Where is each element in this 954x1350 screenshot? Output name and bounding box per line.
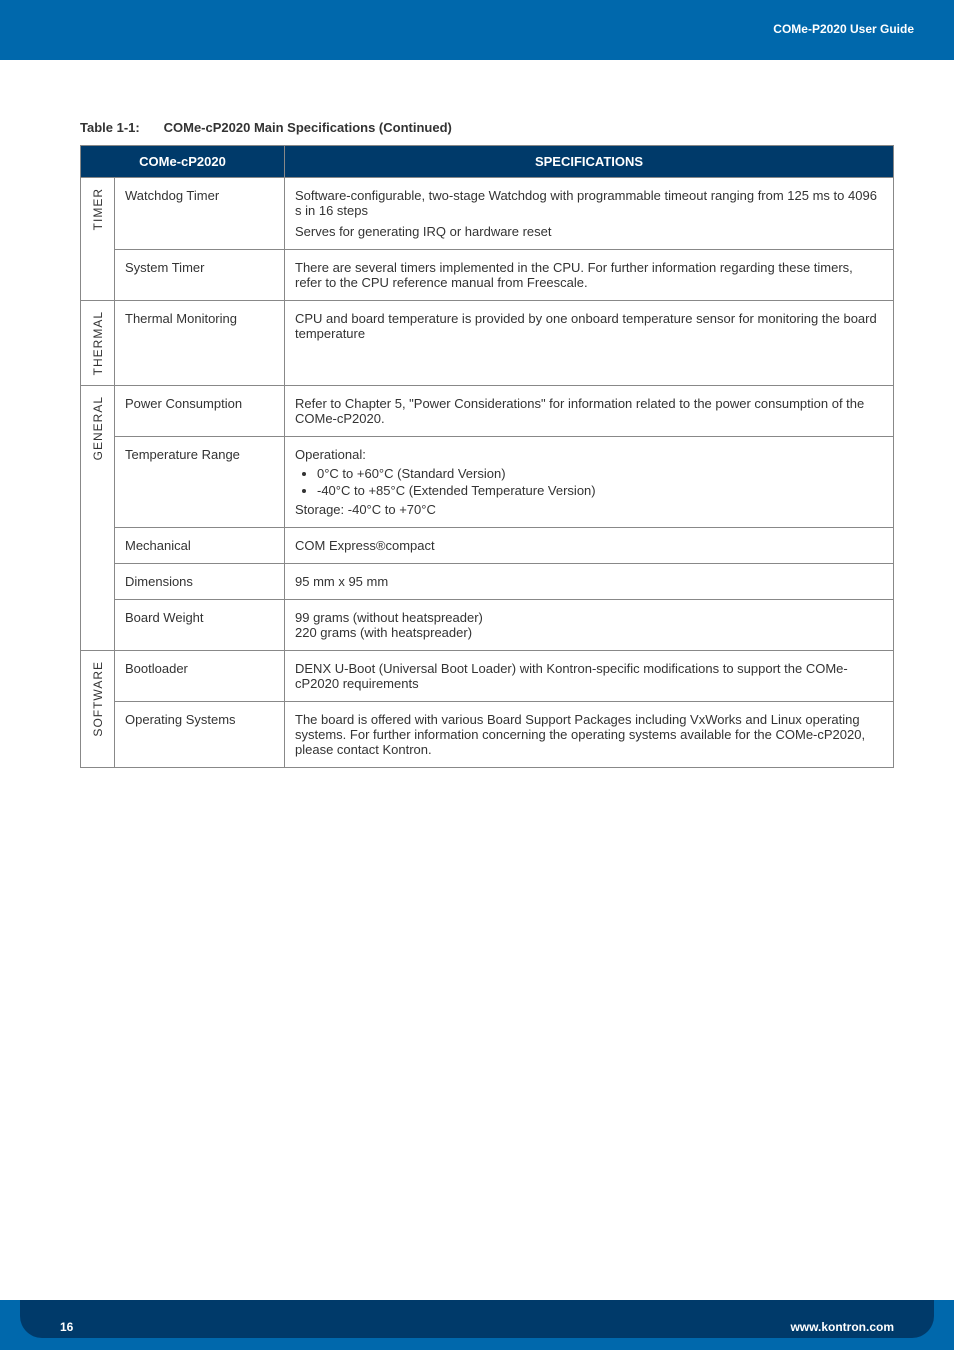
header-right: SPECIFICATIONS [285, 146, 894, 178]
spec-name: Mechanical [115, 528, 285, 564]
table-row: System Timer There are several timers im… [81, 250, 894, 301]
table-row: Board Weight 99 grams (without heatsprea… [81, 600, 894, 651]
table-row: Mechanical COM Express®compact [81, 528, 894, 564]
spec-name: Dimensions [115, 564, 285, 600]
category-cell-software: SOFTWARE [81, 651, 115, 768]
desc-line: Serves for generating IRQ or hardware re… [295, 224, 883, 239]
page-number: 16 [60, 1320, 73, 1334]
spec-desc: Refer to Chapter 5, "Power Consideration… [285, 386, 894, 437]
spec-name: Temperature Range [115, 437, 285, 528]
table-row: SOFTWARE Bootloader DENX U-Boot (Univers… [81, 651, 894, 702]
temp-bullets: 0°C to +60°C (Standard Version) -40°C to… [317, 466, 883, 498]
spec-name: Watchdog Timer [115, 178, 285, 250]
top-banner: COMe-P2020 User Guide [0, 0, 954, 60]
desc-line: 99 grams (without heatspreader) [295, 610, 883, 625]
table-row: Temperature Range Operational: 0°C to +6… [81, 437, 894, 528]
spec-desc: 99 grams (without heatspreader) 220 gram… [285, 600, 894, 651]
spec-name: Bootloader [115, 651, 285, 702]
spec-name: Power Consumption [115, 386, 285, 437]
header-left: COMe-cP2020 [81, 146, 285, 178]
spec-name: System Timer [115, 250, 285, 301]
footer-site: www.kontron.com [790, 1320, 894, 1334]
corner-curve [0, 0, 100, 100]
category-label: TIMER [91, 188, 105, 230]
spec-desc: Operational: 0°C to +60°C (Standard Vers… [285, 437, 894, 528]
category-cell-timer: TIMER [81, 178, 115, 301]
desc-line: 220 grams (with heatspreader) [295, 625, 883, 640]
caption-number: Table 1-1: [80, 120, 160, 135]
table-header-row: COMe-cP2020 SPECIFICATIONS [81, 146, 894, 178]
spec-desc: There are several timers implemented in … [285, 250, 894, 301]
bullet-item: -40°C to +85°C (Extended Temperature Ver… [317, 483, 883, 498]
spec-desc: CPU and board temperature is provided by… [285, 301, 894, 386]
page-footer: 16 www.kontron.com [0, 1300, 954, 1350]
operational-label: Operational: [295, 447, 883, 462]
table-caption: Table 1-1: COMe-cP2020 Main Specificatio… [80, 120, 894, 135]
table-row: Dimensions 95 mm x 95 mm [81, 564, 894, 600]
guide-label: COMe-P2020 User Guide [773, 22, 914, 36]
caption-title: COMe-cP2020 Main Specifications (Continu… [164, 120, 452, 135]
category-cell-thermal: THERMAL [81, 301, 115, 386]
spec-desc: DENX U-Boot (Universal Boot Loader) with… [285, 651, 894, 702]
spec-desc: 95 mm x 95 mm [285, 564, 894, 600]
spec-table: COMe-cP2020 SPECIFICATIONS TIMER Watchdo… [80, 145, 894, 768]
spec-name: Board Weight [115, 600, 285, 651]
spec-desc: COM Express®compact [285, 528, 894, 564]
bullet-item: 0°C to +60°C (Standard Version) [317, 466, 883, 481]
storage-line: Storage: -40°C to +70°C [295, 502, 883, 517]
category-label: SOFTWARE [91, 661, 105, 737]
table-row: GENERAL Power Consumption Refer to Chapt… [81, 386, 894, 437]
spec-desc: Software-configurable, two-stage Watchdo… [285, 178, 894, 250]
page-content: Table 1-1: COMe-cP2020 Main Specificatio… [0, 60, 954, 768]
spec-name: Thermal Monitoring [115, 301, 285, 386]
category-label: GENERAL [91, 396, 105, 460]
table-row: THERMAL Thermal Monitoring CPU and board… [81, 301, 894, 386]
table-row: TIMER Watchdog Timer Software-configurab… [81, 178, 894, 250]
category-cell-general: GENERAL [81, 386, 115, 651]
spec-desc: The board is offered with various Board … [285, 702, 894, 768]
desc-line: Software-configurable, two-stage Watchdo… [295, 188, 883, 218]
spec-name: Operating Systems [115, 702, 285, 768]
table-row: Operating Systems The board is offered w… [81, 702, 894, 768]
category-label: THERMAL [91, 311, 105, 375]
